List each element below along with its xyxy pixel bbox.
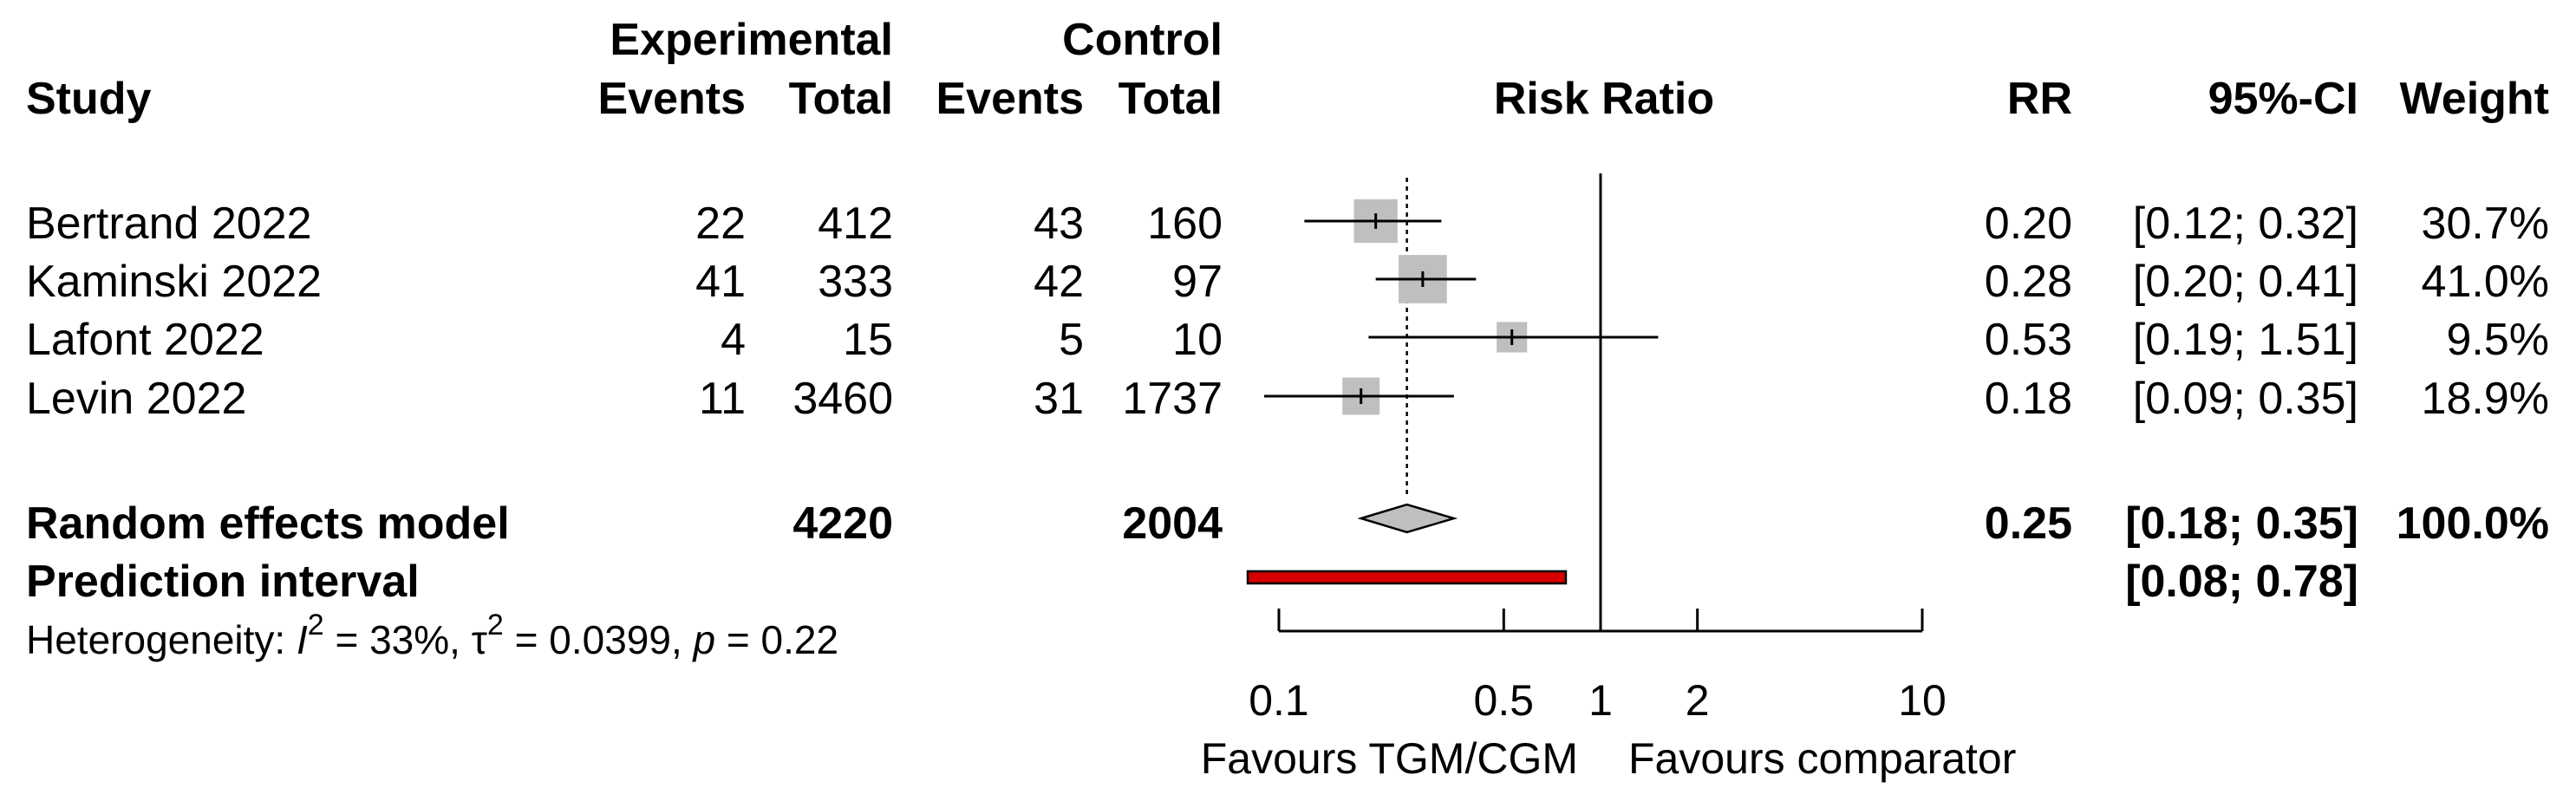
weight-value: 9.5%: [2446, 315, 2549, 365]
exp-events: 4: [721, 315, 746, 365]
rr-value: 0.53: [1984, 315, 2072, 365]
exp-total: 412: [818, 199, 893, 249]
weight-value: 41.0%: [2421, 257, 2549, 307]
ctl-total: 97: [1172, 257, 1223, 307]
x-axis-tick-label: 2: [1686, 676, 1710, 725]
summary-rr: 0.25: [1984, 498, 2072, 549]
rr-value: 0.20: [1984, 199, 2072, 249]
ci-value: [0.09; 0.35]: [2132, 374, 2358, 424]
ctl-events: 5: [1059, 315, 1084, 365]
rr-value: 0.28: [1984, 257, 2072, 307]
header-rr: RR: [2006, 74, 2072, 124]
favours-left-label: Favours TGM/CGM: [1200, 734, 1578, 783]
ci-value: [0.19; 1.51]: [2132, 315, 2358, 365]
ctl-total: 1737: [1122, 374, 1223, 424]
header-exp-events: Events: [597, 74, 746, 124]
weight-value: 30.7%: [2421, 199, 2549, 249]
summary-label: Random effects model: [26, 498, 510, 549]
summary-exp-total: 4220: [792, 498, 893, 549]
study-name: Bertrand 2022: [26, 199, 312, 249]
heterogeneity-text: Heterogeneity: I2 = 33%, τ2 = 0.0399, p …: [26, 609, 839, 662]
prediction-interval-bar: [1246, 570, 1568, 585]
ctl-total: 160: [1147, 199, 1223, 249]
exp-total: 15: [843, 315, 893, 365]
exp-events: 22: [695, 199, 746, 249]
header-ci: 95%-CI: [2208, 74, 2358, 124]
ci-value: [0.20; 0.41]: [2132, 257, 2358, 307]
study-name: Levin 2022: [26, 374, 247, 424]
prediction-label: Prediction interval: [26, 557, 420, 607]
x-axis-tick-label: 0.5: [1474, 676, 1535, 725]
exp-total: 333: [818, 257, 893, 307]
header-risk-ratio: Risk Ratio: [1493, 74, 1715, 124]
header-experimental: Experimental: [610, 15, 893, 65]
summary-ctl-total: 2004: [1122, 498, 1223, 549]
rr-value: 0.18: [1984, 374, 2072, 424]
favours-right-label: Favours comparator: [1628, 734, 2017, 783]
x-axis-tick-label: 1: [1588, 676, 1613, 725]
x-axis-tick-label: 0.1: [1249, 676, 1309, 725]
weight-value: 18.9%: [2421, 374, 2549, 424]
ctl-events: 42: [1034, 257, 1084, 307]
exp-total: 3460: [792, 374, 893, 424]
study-name: Kaminski 2022: [26, 257, 323, 307]
study-name: Lafont 2022: [26, 315, 264, 365]
prediction-ci: [0.08; 0.78]: [2125, 557, 2358, 607]
summary-weight: 100.0%: [2396, 498, 2549, 549]
header-ctl-total: Total: [1118, 74, 1223, 124]
header-ctl-events: Events: [936, 74, 1084, 124]
header-exp-total: Total: [788, 74, 893, 124]
header-control: Control: [1062, 15, 1223, 65]
pooled-diamond: [1357, 503, 1458, 534]
exp-events: 41: [695, 257, 746, 307]
header-study: Study: [26, 74, 152, 124]
x-axis-tick-label: 10: [1898, 676, 1947, 725]
ci-value: [0.12; 0.32]: [2132, 199, 2358, 249]
ctl-events: 31: [1034, 374, 1084, 424]
ctl-total: 10: [1172, 315, 1223, 365]
header-weight: Weight: [2399, 74, 2549, 124]
ctl-events: 43: [1034, 199, 1084, 249]
exp-events: 11: [699, 374, 746, 424]
summary-ci: [0.18; 0.35]: [2125, 498, 2358, 549]
